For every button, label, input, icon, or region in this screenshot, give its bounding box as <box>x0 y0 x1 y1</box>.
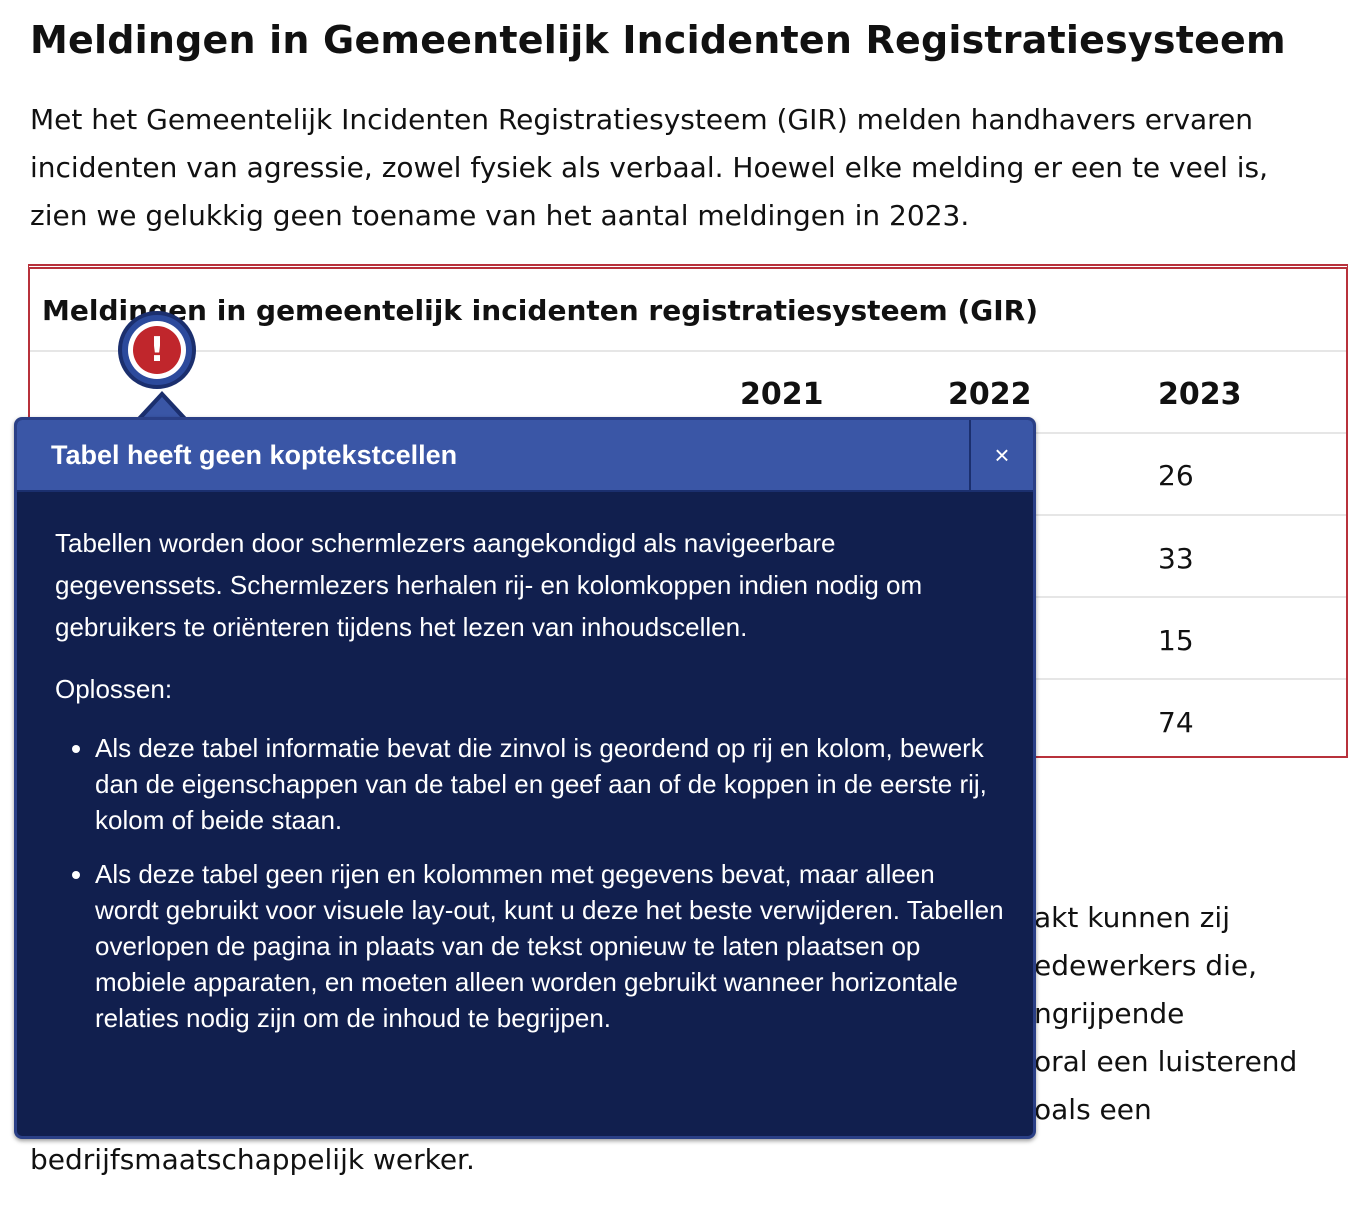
intro-paragraph: Met het Gemeentelijk Incidenten Registra… <box>30 103 1269 232</box>
column-header-2023: 2023 <box>1158 377 1242 412</box>
body-text-line: oral een luisterend <box>1034 1045 1298 1078</box>
body-text-line: ngrijpende <box>1034 997 1185 1030</box>
table-caption: Meldingen in gemeentelijk incidenten reg… <box>42 294 1039 327</box>
exclamation-icon: ! <box>133 326 181 374</box>
table-divider <box>30 350 1346 352</box>
popover-header: Tabel heeft geen koptekstcellen × <box>17 420 1033 492</box>
body-text-line: akt kunnen zij <box>1034 901 1230 934</box>
fix-item: Als deze tabel geen rijen en kolommen me… <box>95 856 1005 1036</box>
marker-ring: ! <box>128 321 186 379</box>
column-header-2022: 2022 <box>948 377 1032 412</box>
table-cell-2023: 15 <box>1158 624 1194 657</box>
fix-item: Als deze tabel informatie bevat die zinv… <box>95 730 1005 838</box>
fix-heading: Oplossen: <box>55 674 173 704</box>
page-title: Meldingen in Gemeentelijk Incidenten Reg… <box>30 18 1286 62</box>
body-text-line: bedrijfsmaatschappelijk werker. <box>30 1143 475 1176</box>
table-cell-2023: 74 <box>1158 706 1194 739</box>
column-header-2021: 2021 <box>740 377 824 412</box>
issue-description: Tabellen worden door schermlezers aangek… <box>55 528 923 642</box>
body-text-line: oals een <box>1034 1093 1152 1126</box>
table-cell-2023: 26 <box>1158 459 1194 492</box>
fix-list: Als deze tabel informatie bevat die zinv… <box>55 730 1005 1036</box>
popover-body: Tabellen worden door schermlezers aangek… <box>55 522 1005 1054</box>
popover-title: Tabel heeft geen koptekstcellen <box>51 440 458 470</box>
accessibility-issue-popover: Tabel heeft geen koptekstcellen × Tabell… <box>14 417 1036 1139</box>
accessibility-issue-marker[interactable]: ! <box>118 311 196 389</box>
close-button[interactable]: × <box>969 420 1033 490</box>
table-cell-2023: 33 <box>1158 542 1194 575</box>
popover-arrow-fill <box>141 397 183 420</box>
body-text-line: edewerkers die, <box>1034 949 1257 982</box>
